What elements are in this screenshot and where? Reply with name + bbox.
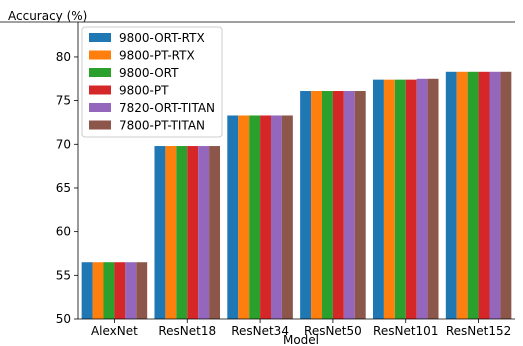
y-tick-label: 70 <box>56 137 71 151</box>
bar-resnet101-9800-ort-rtx <box>372 79 384 320</box>
bar-resnet18-9800-ort <box>176 146 188 319</box>
bar-resnet18-9800-pt-rtx <box>165 146 177 319</box>
legend-label: 7820-ORT-TITAN <box>119 101 215 115</box>
bars-group <box>81 71 512 320</box>
bar-resnet152-7820-ort-titan <box>489 71 501 319</box>
bar-alexnet-9800-pt <box>114 262 126 319</box>
bar-resnet101-9800-pt <box>405 79 417 320</box>
bar-resnet18-9800-pt <box>187 146 199 319</box>
bar-resnet34-7800-pt-titan <box>281 115 293 319</box>
bar-resnet152-9800-ort <box>467 71 479 319</box>
axes-group: AlexNet ResNet18 ResNet34 ResNet50 ResNet101… <box>0 21 515 338</box>
bar-resnet50-7800-pt-titan <box>354 91 366 319</box>
bar-alexnet-9800-ort-rtx <box>81 262 93 319</box>
legend: 9800-ORT-RTX 9800-PT-RTX 9800-ORT 9800-PT 78… <box>81 26 223 138</box>
x-tick-label: ResNet34 <box>231 324 289 338</box>
bar-resnet50-9800-ort-rtx <box>300 91 312 319</box>
bar-resnet50-9800-ort <box>321 91 333 319</box>
y-tick-label: 80 <box>56 50 71 64</box>
x-axis-title: Model <box>283 333 319 346</box>
bar-resnet34-9800-pt-rtx <box>238 115 250 319</box>
y-tick-label: 50 <box>56 312 71 326</box>
bar-resnet34-9800-ort <box>249 115 261 319</box>
y-tick-label: 55 <box>56 268 71 282</box>
x-tick-label: ResNet101 <box>373 324 438 338</box>
x-tick-label: AlexNet <box>91 324 138 338</box>
bar-resnet152-9800-ort-rtx <box>445 71 457 319</box>
bar-resnet34-9800-pt <box>260 115 271 319</box>
bar-alexnet-7820-ort-titan <box>125 262 137 319</box>
legend-label: 9800-ORT-RTX <box>119 31 205 45</box>
bar-resnet152-9800-pt <box>478 71 490 319</box>
legend-swatch <box>89 103 111 112</box>
legend-box <box>81 26 223 138</box>
bar-resnet50-7820-ort-titan <box>343 91 355 319</box>
bar-resnet34-7820-ort-titan <box>271 115 282 319</box>
bar-alexnet-9800-pt-rtx <box>92 262 104 319</box>
legend-swatch <box>89 68 111 77</box>
y-tick-label: 75 <box>56 94 71 108</box>
legend-label: 9800-PT-RTX <box>119 49 195 63</box>
bar-resnet34-9800-ort-rtx <box>227 115 239 319</box>
bar-resnet152-7800-pt-titan <box>500 71 512 319</box>
bar-resnet101-9800-ort <box>394 79 406 320</box>
bar-resnet152-9800-pt-rtx <box>456 71 468 319</box>
bar-resnet50-9800-pt <box>332 91 344 319</box>
legend-swatch <box>89 120 111 130</box>
bar-alexnet-7800-pt-titan <box>136 262 148 319</box>
bar-alexnet-9800-ort <box>103 262 115 319</box>
y-tick-label: 60 <box>56 225 71 239</box>
bar-resnet101-7820-ort-titan <box>416 78 428 319</box>
legend-label: 7800-PT-TITAN <box>119 119 205 133</box>
x-tick-label: ResNet152 <box>446 324 511 338</box>
bar-resnet18-9800-ort-rtx <box>154 146 166 319</box>
x-tick-label: ResNet50 <box>304 324 362 338</box>
legend-swatch <box>89 33 111 42</box>
legend-swatch <box>89 50 111 60</box>
legend-swatch <box>89 85 111 95</box>
bar-resnet101-7800-pt-titan <box>427 78 439 319</box>
bar-resnet101-9800-pt-rtx <box>383 79 395 320</box>
legend-label: 9800-ORT <box>119 66 179 80</box>
y-tick-label: 65 <box>56 181 71 195</box>
bar-resnet50-9800-pt-rtx <box>311 91 322 319</box>
bar-resnet18-7820-ort-titan <box>198 146 210 319</box>
bar-resnet18-7800-pt-titan <box>209 146 221 319</box>
legend-label: 9800-PT <box>119 84 169 98</box>
x-tick-label: ResNet18 <box>158 324 216 338</box>
y-axis-title: Accuracy (%) <box>8 9 87 23</box>
